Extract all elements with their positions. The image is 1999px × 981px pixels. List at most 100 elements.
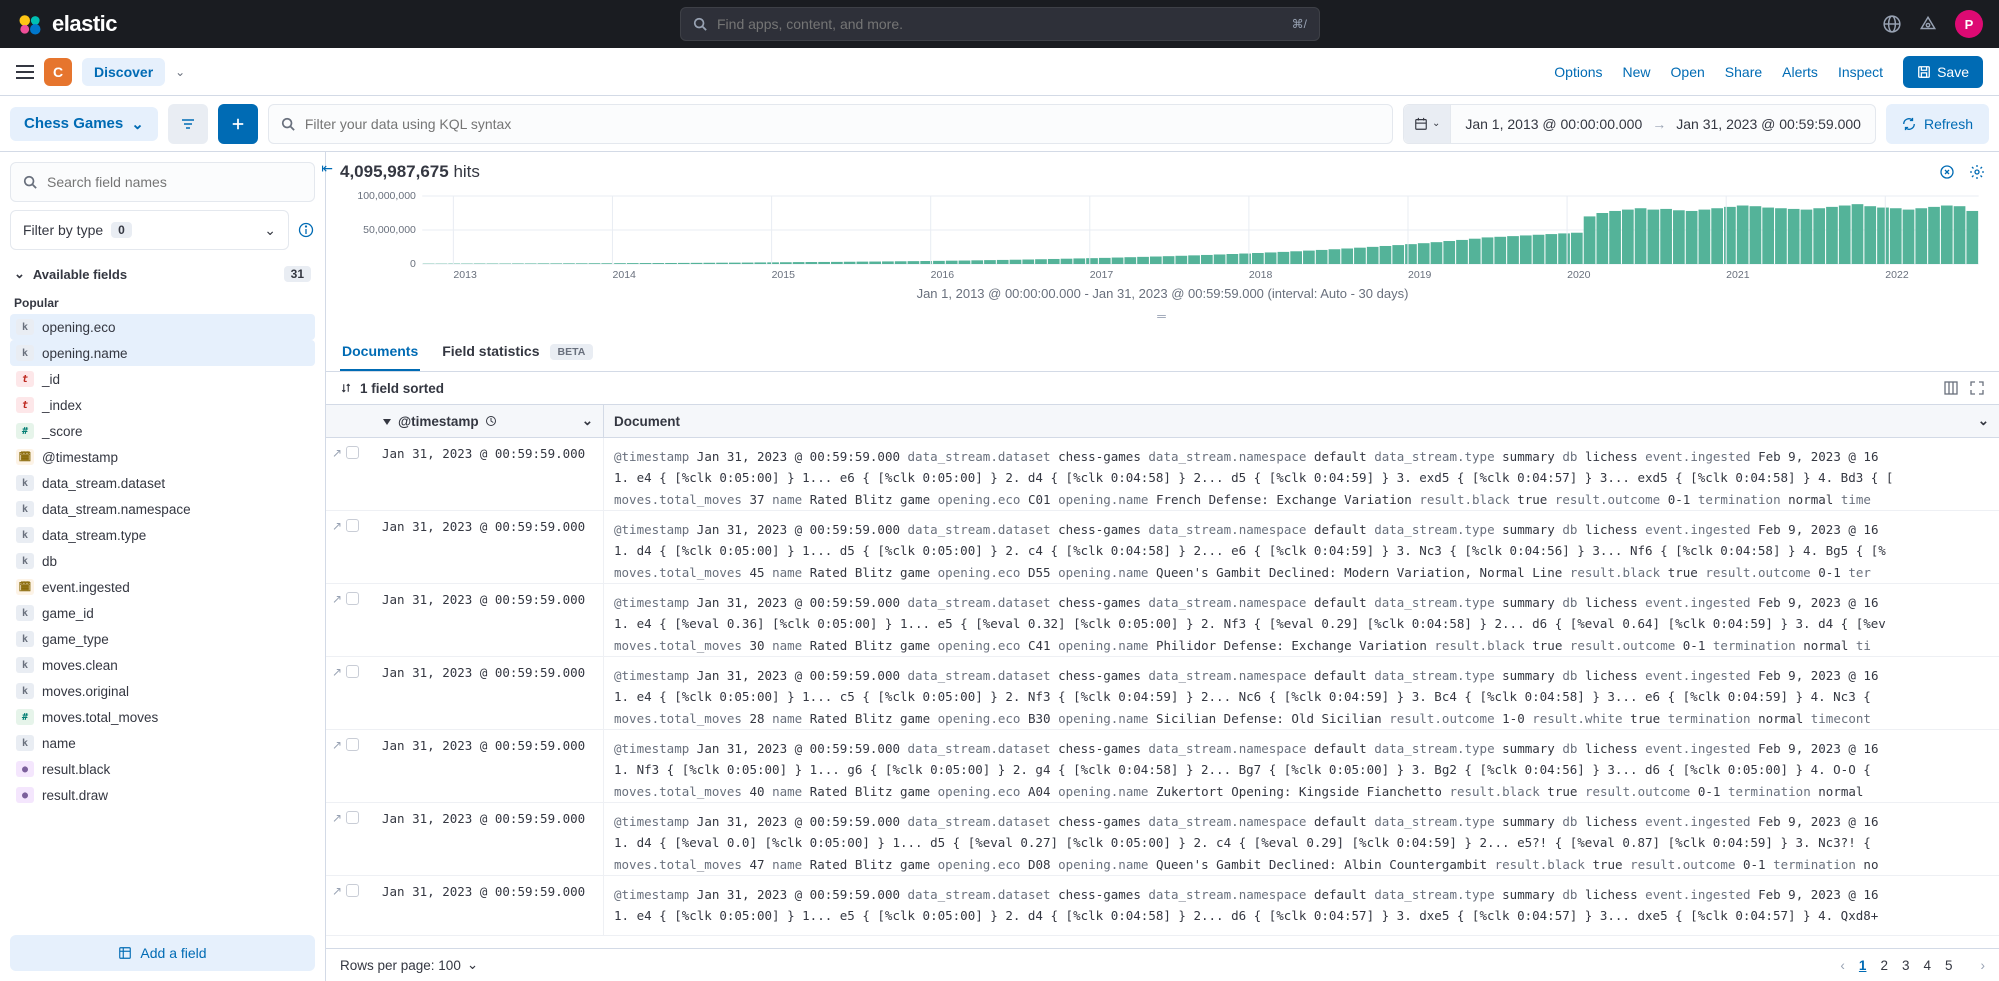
row-checkbox[interactable] <box>346 519 359 532</box>
expand-row-icon[interactable]: ↗ <box>332 738 342 752</box>
fullscreen-icon[interactable] <box>1969 380 1985 396</box>
resize-handle[interactable]: ═ <box>340 309 1985 327</box>
row-checkbox[interactable] <box>346 738 359 751</box>
row-checkbox[interactable] <box>346 884 359 897</box>
save-button[interactable]: Save <box>1903 56 1983 88</box>
alerts-link[interactable]: Alerts <box>1782 64 1818 80</box>
field-item[interactable]: kgame_type <box>10 626 315 652</box>
expand-row-icon[interactable]: ↗ <box>332 592 342 606</box>
row-document[interactable]: @timestamp Jan 31, 2023 @ 00:59:59.000 d… <box>604 657 1999 729</box>
field-item[interactable]: 🗓@timestamp <box>10 444 315 470</box>
row-checkbox[interactable] <box>346 446 359 459</box>
row-checkbox[interactable] <box>346 592 359 605</box>
table-display-actions <box>1943 380 1985 396</box>
tab-documents[interactable]: Documents <box>340 333 420 371</box>
share-link[interactable]: Share <box>1725 64 1762 80</box>
chart-options-icon[interactable] <box>1969 164 1985 180</box>
page-prev[interactable]: ‹ <box>1840 958 1845 973</box>
available-fields-header[interactable]: ⌄ Available fields 31 <box>10 258 315 290</box>
histogram-chart[interactable]: 100,000,00050,000,0000201320142015201620… <box>326 192 1999 333</box>
field-item[interactable]: kdata_stream.dataset <box>10 470 315 496</box>
calendar-button[interactable]: ⌄ <box>1404 105 1451 143</box>
refresh-button[interactable]: Refresh <box>1886 104 1989 144</box>
field-item[interactable]: kdb <box>10 548 315 574</box>
field-item[interactable]: kopening.name <box>10 340 315 366</box>
lens-edit-icon[interactable] <box>1939 164 1955 180</box>
info-icon[interactable] <box>297 222 315 238</box>
kql-input-wrap[interactable] <box>268 104 1393 144</box>
row-document[interactable]: @timestamp Jan 31, 2023 @ 00:59:59.000 d… <box>604 730 1999 802</box>
global-search-input[interactable] <box>717 16 1282 32</box>
filter-type-row: Filter by type 0 ⌄ <box>10 210 315 250</box>
dataview-selector[interactable]: Chess Games ⌄ <box>10 107 158 141</box>
logo[interactable]: elastic <box>16 10 117 38</box>
table-footer: Rows per page: 100 ⌄ ‹ 12345 › <box>326 948 1999 981</box>
date-range[interactable]: Jan 1, 2013 @ 00:00:00.000 → Jan 31, 202… <box>1451 116 1875 132</box>
global-search[interactable]: ⌘/ <box>680 7 1320 41</box>
expand-row-icon[interactable]: ↗ <box>332 446 342 460</box>
filter-menu-button[interactable] <box>168 104 208 144</box>
field-item[interactable]: kdata_stream.namespace <box>10 496 315 522</box>
field-item[interactable]: kmoves.clean <box>10 652 315 678</box>
expand-row-icon[interactable]: ↗ <box>332 884 342 898</box>
expand-row-icon[interactable]: ↗ <box>332 519 342 533</box>
options-link[interactable]: Options <box>1554 64 1602 80</box>
field-item[interactable]: kname <box>10 730 315 756</box>
columns-icon[interactable] <box>1943 380 1959 396</box>
field-item[interactable]: #_score <box>10 418 315 444</box>
filter-by-type[interactable]: Filter by type 0 ⌄ <box>10 210 289 250</box>
row-checkbox[interactable] <box>346 811 359 824</box>
add-field-button[interactable]: Add a field <box>10 935 315 971</box>
page-next[interactable]: › <box>1981 958 1986 973</box>
field-name: game_id <box>42 606 94 621</box>
expand-row-icon[interactable]: ↗ <box>332 665 342 679</box>
field-item[interactable]: t_index <box>10 392 315 418</box>
nav-toggle[interactable] <box>16 65 34 79</box>
field-item[interactable]: kmoves.original <box>10 678 315 704</box>
row-document[interactable]: @timestamp Jan 31, 2023 @ 00:59:59.000 d… <box>604 511 1999 583</box>
th-timestamp[interactable]: @timestamp ⌄ <box>372 405 604 437</box>
svg-text:2017: 2017 <box>1090 270 1114 281</box>
row-document[interactable]: @timestamp Jan 31, 2023 @ 00:59:59.000 d… <box>604 584 1999 656</box>
chevron-down-icon[interactable]: ⌄ <box>1978 413 1989 429</box>
page-number[interactable]: 2 <box>1880 958 1888 973</box>
row-document[interactable]: @timestamp Jan 31, 2023 @ 00:59:59.000 d… <box>604 876 1999 935</box>
inspect-link[interactable]: Inspect <box>1838 64 1883 80</box>
page-number[interactable]: 5 <box>1945 958 1953 973</box>
expand-row-icon[interactable]: ↗ <box>332 811 342 825</box>
rows-per-page[interactable]: Rows per page: 100 ⌄ <box>340 957 478 973</box>
space-selector[interactable]: C <box>44 58 72 86</box>
th-document[interactable]: Document ⌄ <box>604 405 1999 437</box>
new-link[interactable]: New <box>1623 64 1651 80</box>
field-item[interactable]: t_id <box>10 366 315 392</box>
open-link[interactable]: Open <box>1671 64 1705 80</box>
field-search-wrap[interactable] <box>10 162 315 202</box>
user-avatar[interactable]: P <box>1955 10 1983 38</box>
field-item[interactable]: kgame_id <box>10 600 315 626</box>
kql-input[interactable] <box>305 116 1380 132</box>
row-document[interactable]: @timestamp Jan 31, 2023 @ 00:59:59.000 d… <box>604 803 1999 875</box>
field-item[interactable]: ●result.black <box>10 756 315 782</box>
sort-icon[interactable] <box>340 382 352 394</box>
page-number[interactable]: 3 <box>1902 958 1910 973</box>
field-item[interactable]: #moves.total_moves <box>10 704 315 730</box>
field-item[interactable]: kopening.eco <box>10 314 315 340</box>
tab-field-statistics[interactable]: Field statistics <box>440 333 541 371</box>
collapse-sidebar-icon[interactable]: ⇤ <box>321 160 333 177</box>
field-search-input[interactable] <box>47 174 302 190</box>
row-document[interactable]: @timestamp Jan 31, 2023 @ 00:59:59.000 d… <box>604 438 1999 510</box>
chevron-down-icon[interactable]: ⌄ <box>175 65 185 79</box>
page-number[interactable]: 4 <box>1923 958 1931 973</box>
date-picker[interactable]: ⌄ Jan 1, 2013 @ 00:00:00.000 → Jan 31, 2… <box>1403 104 1876 144</box>
field-item[interactable]: 🗓event.ingested <box>10 574 315 600</box>
field-item[interactable]: ●result.draw <box>10 782 315 808</box>
sort-label[interactable]: 1 field sorted <box>360 381 444 396</box>
chevron-down-icon[interactable]: ⌄ <box>582 413 593 429</box>
field-item[interactable]: kdata_stream.type <box>10 522 315 548</box>
app-breadcrumb[interactable]: Discover <box>82 58 165 86</box>
add-filter-button[interactable] <box>218 104 258 144</box>
page-number[interactable]: 1 <box>1859 958 1867 973</box>
row-checkbox[interactable] <box>346 665 359 678</box>
newsfeed-icon[interactable] <box>1919 15 1937 33</box>
globe-icon[interactable] <box>1883 15 1901 33</box>
